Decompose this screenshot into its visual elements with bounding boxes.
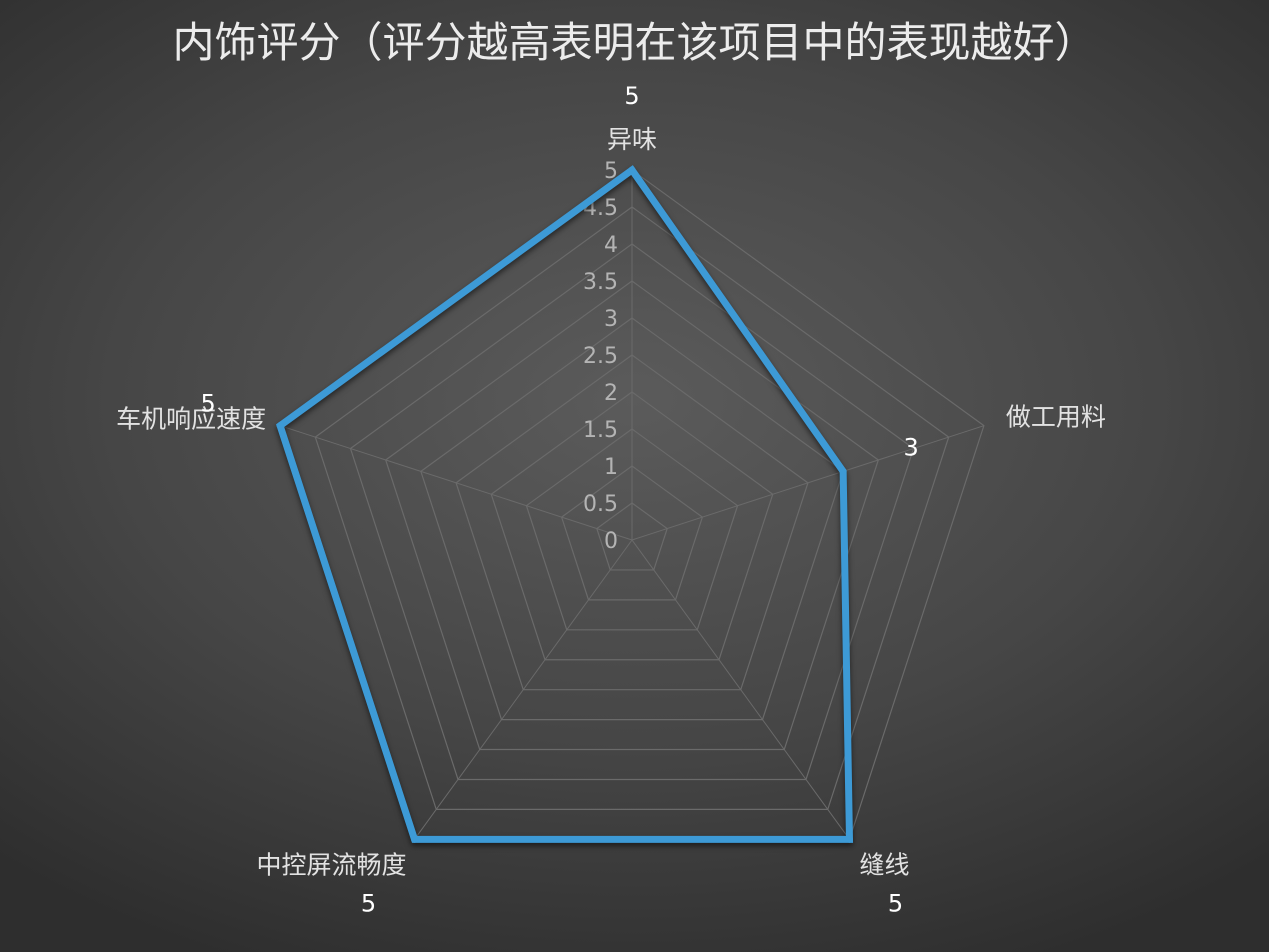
grid-ring-3 xyxy=(525,428,739,631)
grid-ring-4 xyxy=(490,391,774,661)
grid-ring-7 xyxy=(384,280,880,751)
category-label-1: 做工用料 xyxy=(1006,403,1106,432)
axis-spoke-4 xyxy=(279,425,633,541)
data-label-4: 5 xyxy=(200,390,215,418)
grid-ring-9 xyxy=(314,206,950,811)
tick-label-1: 0.5 xyxy=(583,492,618,517)
tick-label-3: 1.5 xyxy=(583,418,618,443)
tick-label-8: 4 xyxy=(604,233,618,258)
data-point-0 xyxy=(628,166,636,174)
tick-label-0: 0 xyxy=(604,529,618,554)
data-point-2 xyxy=(845,835,853,843)
series-line-0 xyxy=(275,165,854,843)
axis-spoke-3 xyxy=(414,539,633,840)
category-label-0: 异味 xyxy=(607,125,657,154)
tick-labels: 00.511.522.533.544.55 xyxy=(583,159,618,554)
tick-label-6: 3 xyxy=(604,307,618,332)
tick-label-2: 1 xyxy=(604,455,618,480)
data-labels: 5 3 5 5 5 xyxy=(200,82,918,917)
tick-label-10: 5 xyxy=(604,159,618,184)
data-label-3: 5 xyxy=(361,889,376,917)
tick-label-7: 3.5 xyxy=(583,270,618,295)
data-point-4 xyxy=(276,422,284,430)
chart-title: 内饰评分（评分越高表明在该项目中的表现越好） xyxy=(172,18,1097,67)
tick-label-5: 2.5 xyxy=(583,344,618,369)
data-point-1 xyxy=(839,467,847,475)
grid-ring-2 xyxy=(560,465,704,601)
category-label-2: 缝线 xyxy=(859,850,909,879)
grid-ring-8 xyxy=(349,243,915,781)
data-label-0: 5 xyxy=(624,82,639,110)
axis-spoke-1 xyxy=(631,425,985,541)
grid-ring-1 xyxy=(596,502,668,571)
data-label-2: 5 xyxy=(888,889,903,917)
data-label-1: 3 xyxy=(903,433,918,461)
data-point-3 xyxy=(411,835,419,843)
series-layer xyxy=(275,165,854,843)
axis-spoke-2 xyxy=(631,539,850,840)
category-label-3: 中控屏流畅度 xyxy=(257,850,407,879)
tick-label-4: 2 xyxy=(604,381,618,406)
grid-layer xyxy=(279,169,985,840)
grid-ring-6 xyxy=(420,317,844,721)
grid-ring-5 xyxy=(455,354,809,691)
category-label-4: 车机响应速度 xyxy=(116,405,266,434)
